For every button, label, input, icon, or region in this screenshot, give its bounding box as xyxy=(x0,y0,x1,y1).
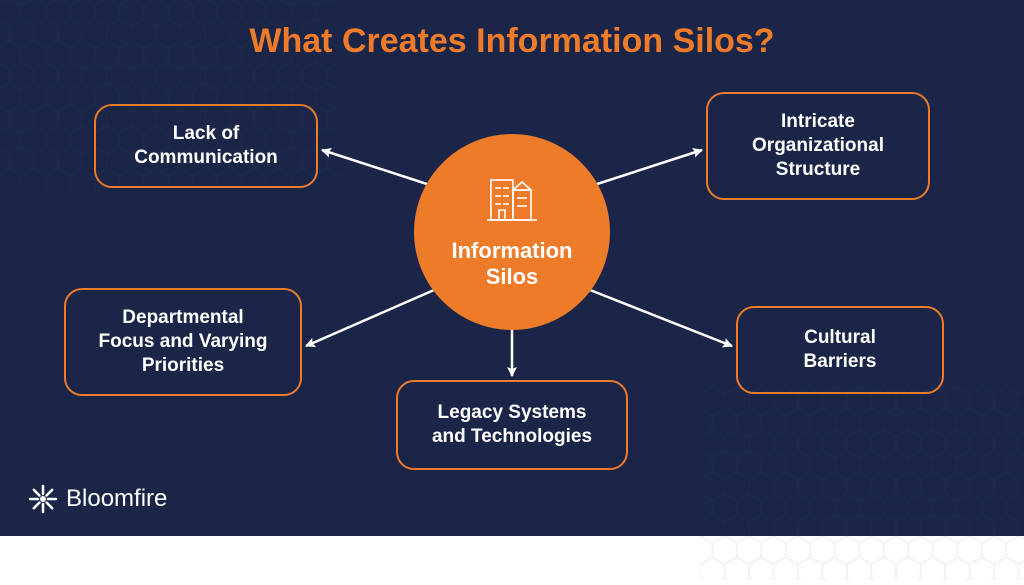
cause-node-label: Departmental Focus and Varying Prioritie… xyxy=(99,306,268,377)
cause-node-label: Intricate Organizational Structure xyxy=(752,110,884,181)
background-hex-pattern xyxy=(700,380,1024,580)
cause-node-org-struct: Intricate Organizational Structure xyxy=(706,92,930,200)
cause-node-label: Legacy Systems and Technologies xyxy=(432,401,592,449)
diagram-title: What Creates Information Silos? xyxy=(0,22,1024,61)
brand-logo-text: Bloomfire xyxy=(66,485,167,513)
connector-arrow xyxy=(590,290,732,346)
cause-node-label: Cultural Barriers xyxy=(804,326,877,374)
cause-node-cultural: Cultural Barriers xyxy=(736,306,944,394)
buildings-icon xyxy=(483,174,541,230)
center-hub-label: Information Silos xyxy=(452,238,573,290)
cause-node-legacy: Legacy Systems and Technologies xyxy=(396,380,628,470)
cause-node-lack-comm: Lack of Communication xyxy=(94,104,318,188)
infographic-canvas: What Creates Information Silos? Informat… xyxy=(0,0,1024,536)
cause-node-label: Lack of Communication xyxy=(134,122,278,170)
connector-arrow xyxy=(322,150,430,185)
brand-logo: Bloomfire xyxy=(28,484,167,514)
center-hub: Information Silos xyxy=(414,134,610,330)
connector-arrow xyxy=(594,150,702,185)
connector-arrow xyxy=(306,290,434,346)
bloomfire-spark-icon xyxy=(28,484,58,514)
cause-node-dept-focus: Departmental Focus and Varying Prioritie… xyxy=(64,288,302,396)
